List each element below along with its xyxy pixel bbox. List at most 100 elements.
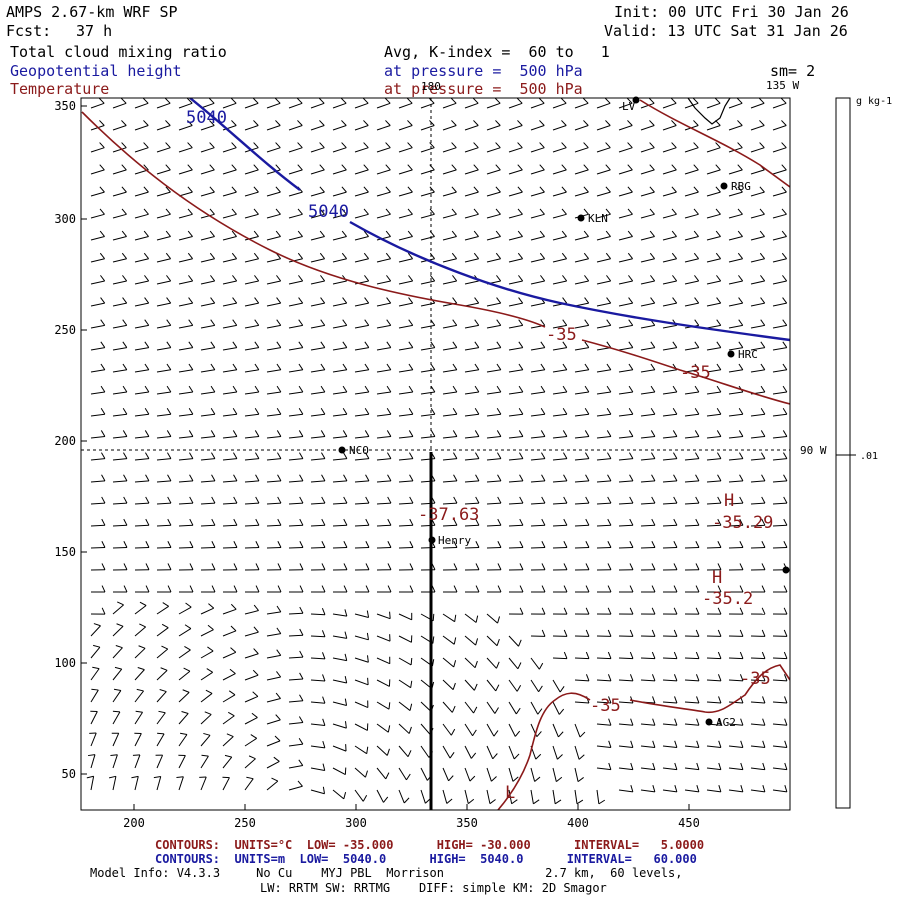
barb-feather (652, 718, 656, 726)
barb-feather (717, 607, 722, 615)
barb-feather (651, 563, 656, 570)
barb-shaft (662, 302, 677, 307)
barb-feather (297, 230, 303, 237)
barb-shaft (618, 147, 633, 153)
barb-feather (298, 363, 304, 371)
barb-shaft (442, 657, 455, 668)
barb-shaft (442, 147, 457, 153)
barb-feather (276, 430, 282, 437)
barb-feather (228, 690, 236, 696)
barb-shaft (90, 754, 96, 769)
barb-shaft (156, 605, 169, 615)
barb-shaft (684, 169, 699, 175)
barb-shaft (112, 191, 127, 197)
y-tick-300: 300 (54, 212, 76, 226)
barb-shaft (618, 347, 633, 351)
barb-shaft (596, 723, 611, 726)
barb-shaft (772, 280, 787, 285)
barb-feather (122, 385, 128, 393)
barb-shaft (508, 657, 519, 670)
barb-shaft (310, 613, 326, 616)
barb-feather (454, 614, 457, 622)
barb-shaft (750, 236, 765, 241)
barb-shaft (134, 733, 142, 747)
barb-feather (584, 363, 590, 371)
barb-feather (740, 718, 744, 726)
barb-feather (321, 518, 326, 526)
barb-feather (696, 696, 700, 704)
barb-shaft (134, 236, 149, 241)
barb-shaft (112, 324, 127, 329)
barb-shaft (706, 745, 721, 748)
barb-shaft (288, 236, 303, 241)
barb-shaft (464, 524, 480, 527)
barb-feather (627, 186, 633, 193)
barb-feather (511, 799, 518, 805)
barb-shaft (442, 524, 458, 527)
barb-shaft (332, 102, 347, 109)
barb-feather (299, 541, 304, 548)
barb-feather (386, 452, 392, 459)
barb-feather (318, 98, 325, 104)
barb-shaft (200, 502, 216, 505)
barb-shaft (706, 679, 722, 682)
barb-feather (584, 408, 590, 415)
barb-shaft (728, 657, 744, 660)
barb-shaft (464, 213, 479, 219)
barb-feather (540, 297, 546, 304)
barb-feather (717, 474, 722, 482)
barb-feather (561, 208, 567, 215)
barb-shaft (90, 502, 106, 505)
barb-shaft (420, 169, 435, 175)
barb-feather (649, 230, 655, 237)
barb-feather (605, 186, 611, 193)
barb-feather (760, 385, 766, 393)
barb-feather (538, 98, 545, 104)
barb-shaft (772, 723, 787, 726)
barb-shaft (728, 125, 743, 131)
barb-shaft (728, 369, 743, 373)
barb-shaft (178, 524, 194, 527)
barb-feather (230, 603, 237, 610)
init-time: Init: 00 UTC Fri 30 Jan 26 (614, 3, 849, 21)
barb-feather (738, 385, 744, 393)
barb-feather (607, 651, 612, 659)
barb-shaft (90, 213, 105, 219)
barb-shaft (706, 435, 721, 439)
barb-shaft (662, 102, 677, 109)
barb-feather (112, 710, 120, 713)
barb-shaft (134, 391, 149, 395)
barb-feather (120, 98, 127, 104)
barb-shaft (332, 258, 347, 263)
barb-feather (275, 120, 281, 126)
barb-feather (693, 164, 699, 171)
barb-shaft (706, 213, 721, 219)
barb-shaft (134, 213, 149, 219)
barb-feather (760, 341, 766, 348)
barb-feather (121, 230, 127, 237)
barb-shaft (376, 635, 391, 642)
barb-feather (762, 785, 766, 793)
barb-feather (473, 186, 479, 193)
barb-feather (123, 563, 128, 570)
barb-shaft (728, 213, 743, 219)
barb-feather (608, 718, 612, 726)
barb-shaft (354, 102, 369, 109)
barb-shaft (244, 413, 259, 417)
barb-shaft (354, 767, 366, 778)
barb-shaft (750, 789, 765, 793)
barb-feather (538, 685, 543, 693)
barb-feather (363, 186, 369, 193)
barb-feather (715, 230, 721, 237)
barb-shaft (420, 125, 435, 131)
barb-feather (450, 98, 457, 104)
barb-feather (606, 275, 612, 282)
barb-feather (737, 186, 743, 193)
barb-feather (495, 252, 502, 260)
barb-feather (167, 585, 172, 593)
barb-feather (497, 474, 502, 482)
barb-shaft (728, 435, 743, 439)
barb-feather (717, 629, 722, 637)
barb-shaft (112, 213, 127, 219)
barb-feather (783, 541, 788, 548)
